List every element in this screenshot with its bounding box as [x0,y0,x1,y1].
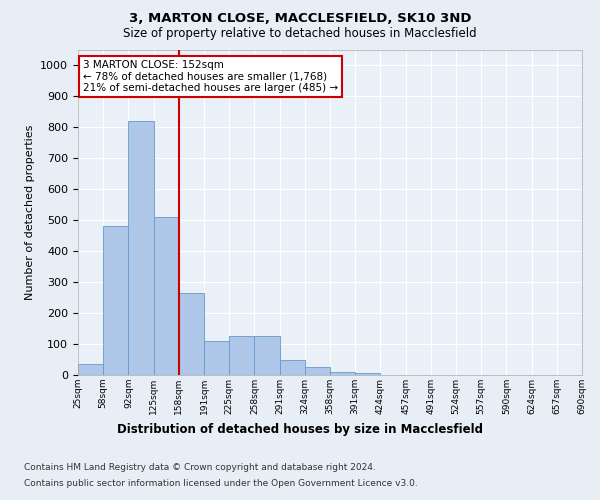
Text: Distribution of detached houses by size in Macclesfield: Distribution of detached houses by size … [117,422,483,436]
Bar [78,364,103,375]
Bar [154,217,179,375]
Bar [103,226,128,375]
Text: Contains public sector information licensed under the Open Government Licence v3: Contains public sector information licen… [24,479,418,488]
Text: 3, MARTON CLOSE, MACCLESFIELD, SK10 3ND: 3, MARTON CLOSE, MACCLESFIELD, SK10 3ND [129,12,471,26]
Bar [330,372,355,375]
Bar [305,368,330,375]
Bar [128,121,154,375]
Bar [254,336,280,375]
Text: 3 MARTON CLOSE: 152sqm
← 78% of detached houses are smaller (1,768)
21% of semi-: 3 MARTON CLOSE: 152sqm ← 78% of detached… [83,60,338,93]
Text: Contains HM Land Registry data © Crown copyright and database right 2024.: Contains HM Land Registry data © Crown c… [24,462,376,471]
Y-axis label: Number of detached properties: Number of detached properties [25,125,35,300]
Bar [280,360,305,375]
Bar [204,341,229,375]
Bar [355,374,380,375]
Bar [179,293,204,375]
Bar [229,336,254,375]
Text: Size of property relative to detached houses in Macclesfield: Size of property relative to detached ho… [123,28,477,40]
